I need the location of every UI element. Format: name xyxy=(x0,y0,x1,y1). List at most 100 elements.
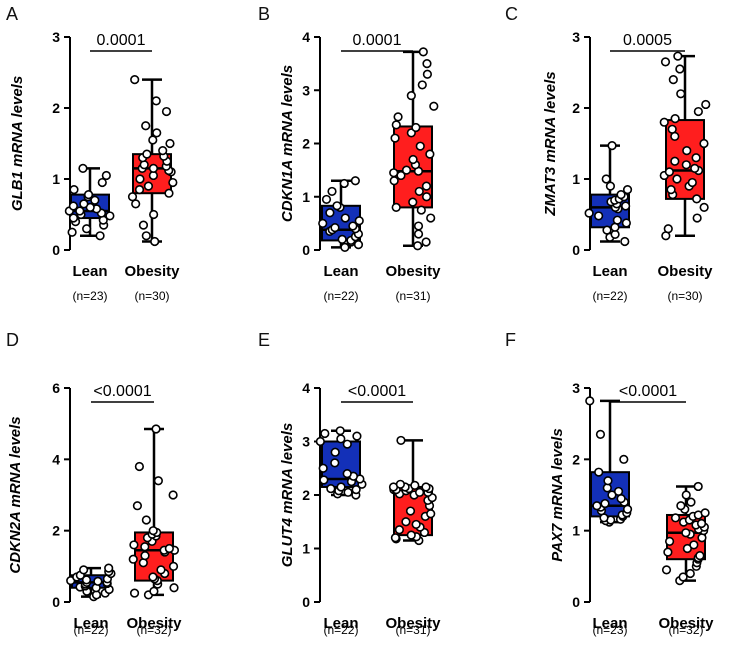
data-point xyxy=(603,476,613,486)
data-point xyxy=(151,96,161,106)
data-point xyxy=(395,479,405,489)
series-lean xyxy=(315,426,367,500)
data-point xyxy=(672,174,682,184)
p-value-label: <0.0001 xyxy=(93,383,151,400)
data-point xyxy=(676,501,686,511)
category-label: Obesity xyxy=(126,615,182,632)
data-point xyxy=(82,224,92,234)
data-point xyxy=(168,490,178,500)
data-point xyxy=(584,208,594,218)
y-tick-label: 3 xyxy=(52,29,60,45)
data-point xyxy=(90,195,100,205)
data-point xyxy=(701,99,711,110)
series-lean xyxy=(585,396,633,527)
category-label: Lean xyxy=(323,263,358,280)
data-point xyxy=(422,59,432,69)
data-point xyxy=(390,133,400,143)
data-point xyxy=(330,447,340,457)
data-point xyxy=(426,213,436,223)
p-value-label: <0.0001 xyxy=(619,383,677,400)
data-point xyxy=(326,483,336,494)
y-tick-label: 0 xyxy=(572,242,580,258)
data-point xyxy=(168,561,179,571)
y-tick-label: 4 xyxy=(302,29,310,45)
y-tick-label: 1 xyxy=(52,171,60,187)
data-point xyxy=(129,540,139,550)
y-tick-label: 1 xyxy=(302,541,310,557)
data-point xyxy=(141,231,151,241)
data-point xyxy=(693,106,703,117)
data-point xyxy=(681,490,691,500)
data-point xyxy=(659,117,669,127)
data-point xyxy=(421,192,432,202)
data-point xyxy=(660,57,671,67)
y-tick-label: 1 xyxy=(572,171,580,187)
data-point xyxy=(693,481,703,492)
data-point xyxy=(429,101,439,111)
data-point xyxy=(158,146,168,156)
y-tick-label: 4 xyxy=(302,380,310,396)
data-point xyxy=(417,80,427,90)
data-point xyxy=(352,431,362,441)
n-label: (n=23) xyxy=(592,623,627,637)
series-lean xyxy=(66,563,116,602)
data-point xyxy=(595,429,606,439)
data-point xyxy=(612,215,622,225)
data-point xyxy=(686,497,696,507)
series-lean xyxy=(318,176,364,252)
series-obesity xyxy=(127,74,178,247)
data-point xyxy=(340,213,350,223)
data-point xyxy=(129,588,140,598)
data-point xyxy=(421,237,431,247)
y-tick-label: 3 xyxy=(572,380,580,396)
panel-e: 0 1 2 3 4 GLUT4 mRNA levels Lean(n=22) Obesity(… xyxy=(279,380,441,637)
data-point xyxy=(343,487,353,497)
data-point xyxy=(97,177,107,188)
data-point xyxy=(692,194,702,204)
y-tick-label: 2 xyxy=(52,523,60,539)
series-lean xyxy=(584,141,633,247)
y-tick-label: 2 xyxy=(52,100,60,116)
data-point xyxy=(425,149,435,159)
data-point xyxy=(336,434,346,444)
data-point xyxy=(413,221,424,231)
data-point xyxy=(594,211,604,221)
category-label: Lean xyxy=(592,615,627,632)
data-point xyxy=(406,90,416,101)
panel-letter-a: A xyxy=(6,4,18,24)
data-point xyxy=(148,163,159,173)
data-point xyxy=(391,120,401,130)
data-point xyxy=(325,208,335,218)
data-point xyxy=(592,501,602,511)
y-tick-label: 2 xyxy=(302,487,310,503)
data-point xyxy=(408,197,418,207)
data-point xyxy=(143,181,154,191)
data-point xyxy=(389,176,399,186)
p-value-label: 0.0001 xyxy=(353,32,402,49)
data-point xyxy=(601,174,611,184)
data-point xyxy=(389,168,399,178)
n-label: (n=31) xyxy=(395,289,430,303)
data-point xyxy=(426,509,436,519)
data-point xyxy=(605,181,616,191)
data-point xyxy=(101,170,111,181)
data-point xyxy=(140,551,150,561)
data-point xyxy=(135,174,145,184)
data-point xyxy=(622,504,633,514)
category-label: Obesity xyxy=(657,263,713,280)
y-tick-label: 4 xyxy=(52,451,60,467)
data-point xyxy=(416,205,426,215)
data-point xyxy=(421,181,432,191)
data-point xyxy=(418,47,428,57)
category-label: Obesity xyxy=(658,615,714,632)
data-point xyxy=(401,517,411,527)
data-point xyxy=(390,533,401,543)
data-point xyxy=(621,201,631,211)
data-point xyxy=(619,454,629,464)
data-point xyxy=(104,563,114,573)
data-point xyxy=(164,543,174,554)
data-point xyxy=(165,138,175,149)
data-point xyxy=(696,518,707,529)
data-point xyxy=(668,74,678,85)
